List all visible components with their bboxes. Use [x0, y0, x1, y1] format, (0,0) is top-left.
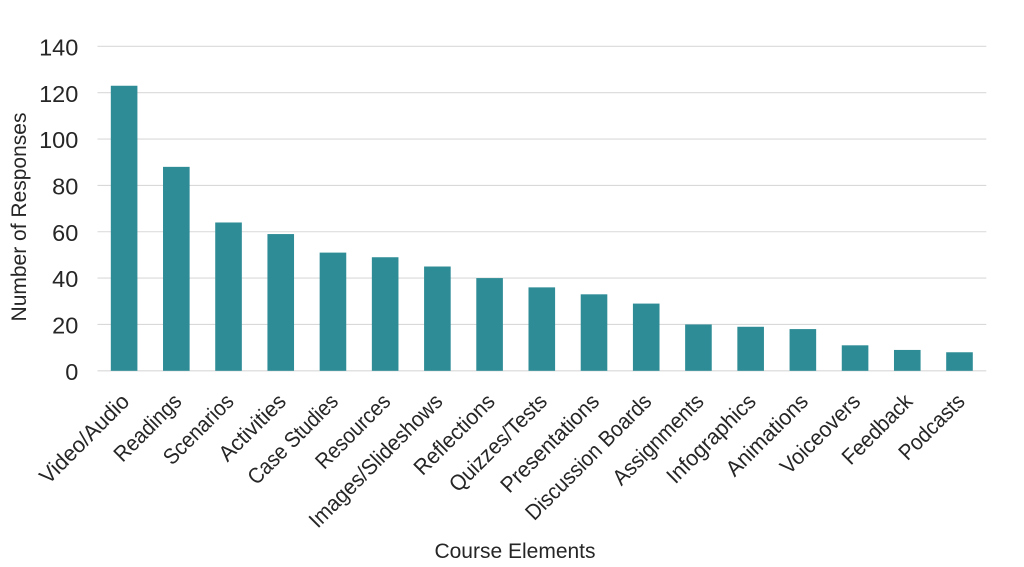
- svg-text:Course Elements: Course Elements: [434, 540, 595, 563]
- svg-text:40: 40: [52, 266, 78, 292]
- svg-text:20: 20: [52, 313, 78, 339]
- svg-text:0: 0: [65, 359, 78, 385]
- svg-text:Number of Responses: Number of Responses: [8, 113, 31, 322]
- svg-text:80: 80: [52, 174, 78, 200]
- svg-text:60: 60: [52, 220, 78, 246]
- svg-text:140: 140: [39, 34, 78, 60]
- svg-text:100: 100: [39, 127, 78, 153]
- svg-text:120: 120: [39, 81, 78, 107]
